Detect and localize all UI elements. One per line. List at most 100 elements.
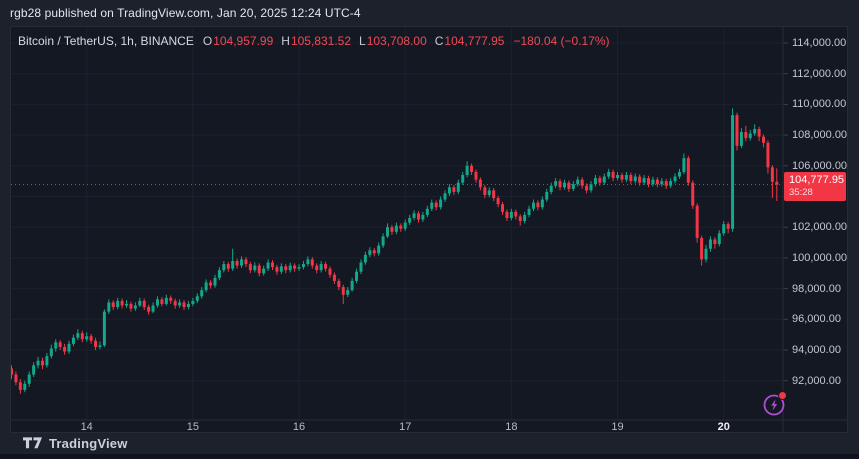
candle: [386, 223, 390, 238]
candle: [71, 334, 75, 347]
candle: [288, 262, 292, 273]
candle: [359, 259, 363, 275]
candle: [328, 266, 332, 278]
candle: [98, 341, 102, 350]
candle: [554, 178, 558, 189]
candle: [434, 200, 438, 211]
candle: [346, 287, 350, 298]
ohlc-item: O 104,957.99: [202, 34, 274, 48]
candle: [726, 221, 730, 234]
time-tick-label: 19: [611, 421, 624, 433]
candle: [686, 155, 690, 186]
candle: [350, 277, 354, 292]
price-tick-label: 110,000.00: [792, 98, 847, 111]
candle: [182, 300, 186, 311]
candle: [324, 261, 328, 272]
candle: [748, 129, 752, 141]
tradingview-logo[interactable]: TradingView: [23, 436, 128, 451]
candle: [49, 344, 53, 359]
candle: [45, 353, 49, 368]
candle: [607, 168, 611, 179]
candle: [54, 339, 58, 352]
candle: [217, 267, 221, 281]
candle: [63, 343, 67, 355]
ohlc-values: O 104,957.99 H 105,831.52 L 103,708.00 C 104,77…: [203, 34, 505, 48]
candle: [669, 178, 673, 189]
candle: [571, 181, 575, 192]
candle: [700, 235, 704, 266]
price-axis[interactable]: 104,777.95 35:28 114,000.00 112,000.00 110…: [783, 27, 847, 420]
candle: [164, 294, 168, 306]
candle: [461, 171, 465, 185]
candle: [664, 178, 668, 189]
candle: [11, 365, 13, 380]
candle: [133, 302, 137, 311]
candle: [266, 259, 270, 271]
candle: [576, 176, 580, 187]
candle: [483, 184, 487, 199]
candle: [691, 180, 695, 209]
candle: [708, 236, 712, 252]
candle: [492, 188, 496, 202]
candle: [173, 298, 177, 309]
candle: [257, 263, 261, 277]
candle: [394, 222, 398, 235]
candle: [284, 264, 288, 274]
candle: [94, 337, 98, 350]
candle: [36, 356, 40, 369]
candle: [32, 362, 36, 377]
candle: [655, 177, 659, 188]
candle: [585, 183, 589, 194]
candle: [341, 284, 345, 304]
candle: [744, 125, 748, 142]
candle: [355, 268, 359, 284]
candlestick-chart[interactable]: [11, 27, 847, 432]
candle: [439, 196, 443, 210]
candle: [155, 296, 159, 308]
candle: [23, 380, 27, 393]
candle: [151, 302, 155, 314]
last-price-badge: 104,777.95 35:28: [784, 171, 846, 201]
candle: [85, 332, 89, 342]
candle: [540, 196, 544, 210]
candle: [310, 257, 314, 269]
candle: [372, 247, 376, 257]
candle: [169, 295, 173, 304]
candle: [602, 173, 606, 185]
candle: [111, 300, 115, 311]
price-tick-label: 96,000.00: [792, 313, 841, 326]
candle: [757, 126, 761, 142]
candle: [363, 251, 367, 265]
candle: [430, 199, 434, 212]
candle: [425, 205, 429, 218]
candle: [766, 140, 770, 174]
candle: [531, 199, 535, 212]
lightning-button[interactable]: [762, 391, 787, 417]
candle: [27, 371, 31, 387]
candle: [209, 280, 213, 289]
candle: [523, 211, 527, 224]
candle: [89, 333, 93, 344]
candle: [562, 179, 566, 190]
candle: [660, 178, 664, 187]
legend: Bitcoin / TetherUS, 1h, BINANCE O 104,957…: [18, 34, 610, 48]
candle: [545, 188, 549, 202]
price-tick-label: 114,000.00: [792, 37, 847, 49]
ohlc-item: L 103,708.00: [359, 34, 427, 48]
candle: [465, 161, 469, 178]
candle: [116, 297, 120, 310]
price-tick-label: 106,000.00: [792, 159, 848, 172]
candle: [301, 260, 305, 270]
candle: [447, 184, 451, 196]
candle: [558, 178, 562, 191]
candle: [651, 176, 655, 187]
candle: [416, 211, 420, 223]
candle: [470, 163, 474, 176]
attribution-header: rgb28 published on TradingView.com, Jan …: [10, 6, 361, 20]
symbol-title[interactable]: Bitcoin / TetherUS, 1h, BINANCE: [18, 34, 194, 48]
time-axis[interactable]: 14 15 16 17 18 19 20: [11, 420, 783, 434]
candle: [713, 237, 717, 249]
candle: [390, 224, 394, 235]
candle: [753, 124, 757, 136]
candle: [567, 180, 571, 192]
